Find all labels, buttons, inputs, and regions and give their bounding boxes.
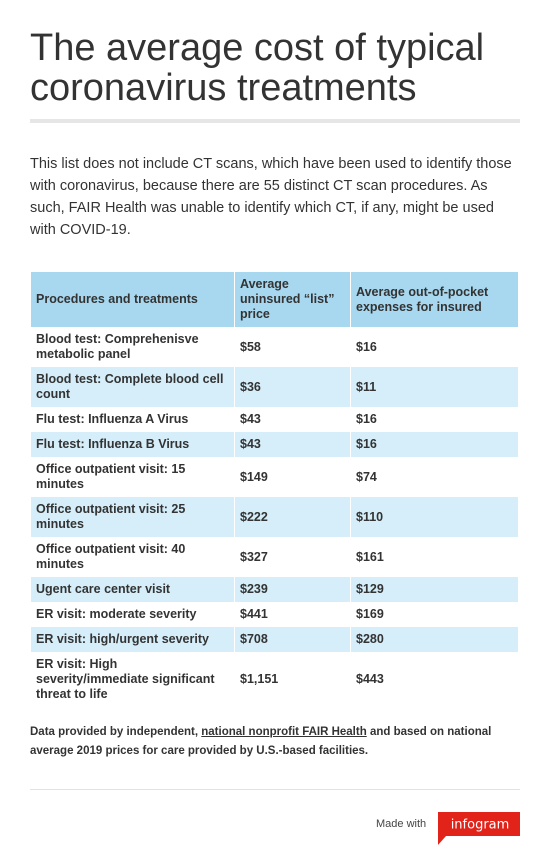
- divider: [30, 789, 520, 790]
- table-cell: $443: [350, 652, 519, 707]
- table-cell: Flu test: Influenza B Virus: [30, 432, 235, 457]
- table-row: ER visit: High severity/immediate signif…: [30, 652, 519, 707]
- logo-text: infogram: [451, 818, 510, 833]
- table-cell: $16: [350, 407, 519, 432]
- made-with: Made with: [376, 818, 427, 830]
- table-row: Office outpatient visit: 15 minutes $149 $…: [30, 457, 519, 497]
- column-header: Procedures and treatments: [30, 272, 235, 327]
- table-cell: Flu test: Influenza A Virus: [30, 407, 235, 432]
- table-cell: $43: [234, 407, 351, 432]
- column-header: Average uninsured “list” price: [234, 272, 351, 327]
- table-cell: $222: [234, 497, 351, 537]
- table-cell: $58: [234, 327, 351, 367]
- table-cell: $11: [350, 367, 519, 407]
- table-cell: $169: [350, 602, 519, 627]
- table-cell: $239: [234, 577, 351, 602]
- footer-text: Data provided by independent,: [30, 726, 199, 738]
- table-row: Flu test: Influenza B Virus $43 $16: [30, 432, 519, 457]
- table-cell: $327: [234, 537, 351, 577]
- column-header: Average out-of-pocket expenses for insur…: [350, 272, 519, 327]
- table-cell: ER visit: moderate severity: [30, 602, 235, 627]
- table-body: Blood test: Comprehenisve metabolic pane…: [30, 327, 519, 707]
- table-cell: $16: [350, 327, 519, 367]
- description: This list does not include CT scans, whi…: [30, 156, 512, 238]
- table-cell: ER visit: High severity/immediate signif…: [30, 652, 235, 707]
- table-row: Ugent care center visit $239 $129: [30, 577, 519, 602]
- table-cell: $1,151: [234, 652, 351, 707]
- table-cell: $43: [234, 432, 351, 457]
- footer-link[interactable]: national nonprofit FAIR Health: [201, 726, 367, 738]
- divider: [30, 119, 520, 123]
- table-cell: $708: [234, 627, 351, 652]
- table-cell: $129: [350, 577, 519, 602]
- table-cell: $110: [350, 497, 519, 537]
- table-cell: $149: [234, 457, 351, 497]
- table-row: Office outpatient visit: 25 minutes $222 $…: [30, 497, 519, 537]
- table-cell: $441: [234, 602, 351, 627]
- table-row: Blood test: Complete blood cell count $36…: [30, 367, 519, 407]
- table-row: ER visit: moderate severity $441 $169: [30, 602, 519, 627]
- footer-text: and based on national average 2019 price…: [30, 726, 492, 757]
- table-row: ER visit: high/urgent severity $708 $280: [30, 627, 519, 652]
- footer-note: Data provided by independent, national n…: [30, 723, 510, 761]
- table-row: Flu test: Influenza A Virus $43 $16: [30, 407, 519, 432]
- table-cell: $36: [234, 367, 351, 407]
- table-cell: Ugent care center visit: [30, 577, 235, 602]
- table: Procedures and treatments Average uninsur…: [30, 272, 519, 707]
- table-row: Blood test: Comprehenisve metabolic pane…: [30, 327, 519, 367]
- table-cell: Blood test: Complete blood cell count: [30, 367, 235, 407]
- table-cell: $74: [350, 457, 519, 497]
- table-cell: Office outpatient visit: 40 minutes: [30, 537, 235, 577]
- logo-badge: [438, 812, 520, 845]
- logo: infogram: [438, 812, 520, 845]
- table-cell: Office outpatient visit: 25 minutes: [30, 497, 235, 537]
- table-cell: $280: [350, 627, 519, 652]
- table-row: Office outpatient visit: 40 minutes $327 $…: [30, 537, 519, 577]
- table-cell: $16: [350, 432, 519, 457]
- header-row: Procedures and treatments Average uninsur…: [30, 272, 519, 327]
- table-cell: $161: [350, 537, 519, 577]
- title: The average cost of typical coronavirus …: [30, 27, 485, 109]
- table-cell: Office outpatient visit: 15 minutes: [30, 457, 235, 497]
- table-cell: ER visit: high/urgent severity: [30, 627, 235, 652]
- table-cell: Blood test: Comprehenisve metabolic pane…: [30, 327, 235, 367]
